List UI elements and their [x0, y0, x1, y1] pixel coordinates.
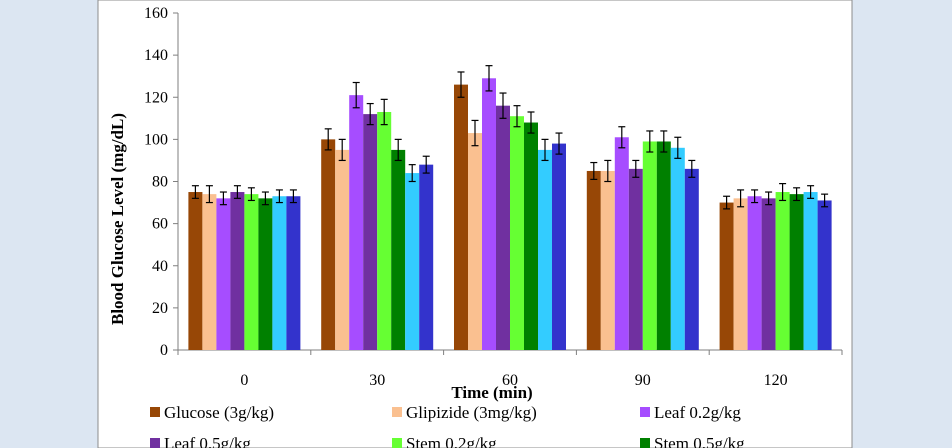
x-tick-label: 30: [369, 372, 385, 389]
bar: [405, 173, 420, 350]
legend-swatch: [150, 438, 160, 448]
bar: [642, 141, 657, 350]
bar: [538, 149, 552, 350]
y-tick-label: 100: [144, 131, 168, 148]
legend-label: Leaf 0.5g/kg: [164, 434, 251, 448]
bar: [586, 170, 601, 350]
bar: [684, 168, 699, 350]
y-tick-label: 140: [144, 47, 168, 64]
legend-swatch: [640, 407, 650, 417]
bar: [789, 194, 804, 350]
bar: [391, 149, 406, 350]
bar: [202, 194, 217, 350]
legend-swatch: [640, 438, 650, 448]
bar: [552, 143, 566, 350]
bar: [510, 116, 524, 350]
bar: [377, 111, 392, 351]
bar: [230, 192, 245, 350]
bar: [258, 198, 273, 350]
legend-swatch: [392, 438, 402, 448]
bar: [286, 196, 301, 350]
bar: [419, 164, 434, 350]
y-tick-label: 20: [152, 300, 168, 317]
bar: [656, 141, 671, 350]
legend: Glucose (3g/kg) Glipizide (3mg/kg) Leaf 0.…: [150, 403, 745, 448]
bar: [454, 84, 468, 351]
y-axis-title: Blood Glucose Level (mg/dL): [108, 113, 127, 325]
y-tick-label: 160: [144, 5, 168, 22]
bar: [628, 168, 643, 350]
legend-label: Glipizide (3mg/kg): [406, 403, 537, 422]
y-tick-label: 0: [160, 342, 168, 359]
bar: [719, 202, 734, 350]
x-tick-label: 60: [502, 372, 518, 389]
bar: [496, 105, 510, 350]
bar: [803, 192, 818, 350]
bar: [349, 95, 364, 350]
bar: [188, 192, 203, 350]
bar: [600, 170, 615, 350]
bar: [244, 194, 259, 350]
y-tick-label: 120: [144, 89, 168, 106]
bar: [335, 149, 350, 350]
bar: [482, 78, 496, 350]
plot-layer: 0 20 40 60 80 100 120 140 160 0 30 60 90 120: [144, 5, 843, 389]
legend-label: Leaf 0.2g/kg: [654, 403, 741, 422]
bar: [775, 192, 790, 350]
legend-swatch: [150, 407, 160, 417]
legend-label: Glucose (3g/kg): [164, 403, 274, 422]
bar: [817, 200, 832, 350]
bar: [468, 133, 482, 350]
bar: [321, 139, 336, 350]
x-tick-label: 120: [764, 372, 788, 389]
legend-label: Stem 0.5g/kg: [654, 434, 745, 448]
bar: [216, 198, 231, 350]
bar: [747, 196, 762, 350]
y-tick-label: 40: [152, 258, 168, 275]
bar: [761, 198, 776, 350]
y-tick-label: 60: [152, 216, 168, 233]
legend-swatch: [392, 407, 402, 417]
x-axis-title: Time (min): [451, 383, 532, 402]
legend-label: Stem 0.2g/kg: [406, 434, 497, 448]
x-tick-label: 0: [240, 372, 248, 389]
bar: [524, 122, 538, 351]
bar: [614, 137, 629, 350]
bar: [670, 147, 685, 350]
x-tick-label: 90: [635, 372, 651, 389]
bar: [363, 114, 378, 350]
bar: [733, 198, 748, 350]
y-tick-label: 80: [152, 174, 168, 191]
bar: [272, 196, 287, 350]
